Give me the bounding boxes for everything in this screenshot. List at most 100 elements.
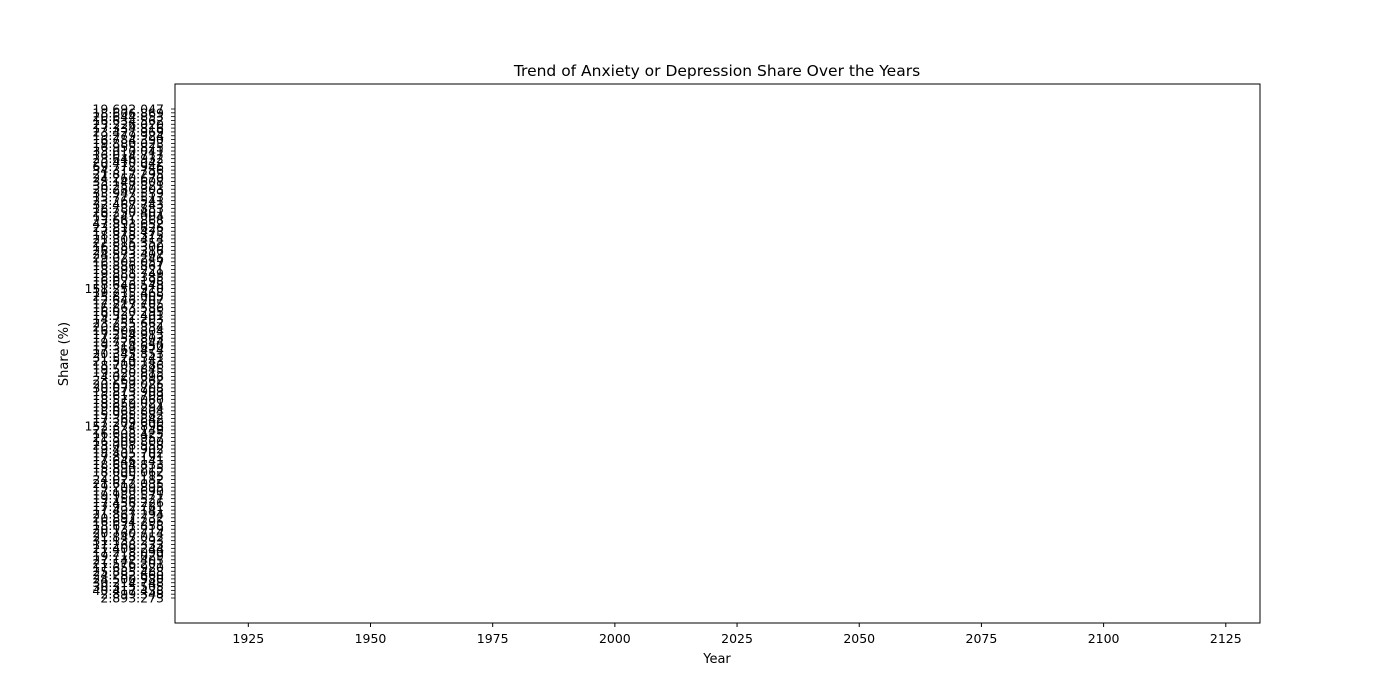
y-tick-label: 33.947.539 <box>92 186 164 201</box>
y-tick-label: 23.260.541 <box>92 193 164 208</box>
y-tick-label: 24.500.980 <box>92 571 164 586</box>
y-tick-label: 25.885.488 <box>92 564 164 579</box>
y-tick-label: 2.895.115 <box>100 468 164 483</box>
y-tick-label: 21.847.052 <box>92 529 164 544</box>
y-tick-label: 22.835.149 <box>92 422 164 437</box>
y-tick-label: 31.133.293 <box>92 533 164 548</box>
y-tick-label: 19.247.004 <box>92 208 164 223</box>
y-tick-label: 18.859.021 <box>92 396 164 411</box>
y-tick-label: 18.671.858 <box>92 518 164 533</box>
y-tick-label: 18.709.286 <box>92 357 164 372</box>
y-tick-label: 19.692.047 <box>92 102 164 117</box>
y-tick-label: 24.027.182 <box>92 472 164 487</box>
y-tick-label: 18.609.385 <box>92 270 164 285</box>
x-tick-label: 2125 <box>1210 631 1242 646</box>
y-tick-label: 17.258.803 <box>92 331 164 346</box>
y-axis: 19.692.04718.606.86920.644.85316.634.562… <box>84 102 175 606</box>
y-tick-label: 20.280.303 <box>92 182 164 197</box>
y-tick-label: 16.014.717 <box>92 147 164 162</box>
y-tick-label: 20.823.334 <box>92 319 164 334</box>
y-tick-label: 19.880.023 <box>92 136 164 151</box>
y-tick-label: 16.580.300 <box>92 239 164 254</box>
y-tick-label: 30.214.748 <box>92 575 164 590</box>
y-tick-label: 19.215.468 <box>92 285 164 300</box>
y-tick-label: 16.694.295 <box>92 514 164 529</box>
y-tick-label: 16.784.390 <box>92 132 164 147</box>
y-tick-label: 18.878.375 <box>92 228 164 243</box>
y-tick-label: 21.612.035 <box>92 476 164 491</box>
y-tick-label: 27.142.405 <box>92 552 164 567</box>
y-tick-label: 16.020.295 <box>92 304 164 319</box>
y-tick-label: 18.068.804 <box>92 403 164 418</box>
y-tick-label: 19.320.815 <box>92 365 164 380</box>
y-tick-label: 16.634.562 <box>92 113 164 128</box>
y-tick-label: 18.572.060 <box>92 392 164 407</box>
y-tick-label: 23.427.969 <box>92 124 164 139</box>
y-tick-label: 19.451.902 <box>92 442 164 457</box>
y-tick-label: 16.023.198 <box>92 273 164 288</box>
y-tick-label: 22.815.352 <box>92 235 164 250</box>
y-tick-label: 18.000.062 <box>92 464 164 479</box>
y-tick-label: 19.888.749 <box>92 266 164 281</box>
y-tick-label: 19.873.903 <box>92 384 164 399</box>
y-tick-label: 18.646.548 <box>92 277 164 292</box>
y-tick-label: 21.510.143 <box>92 354 164 369</box>
y-tick-label: 26.883.316 <box>92 243 164 258</box>
y-tick-label: 33.010.041 <box>92 144 164 159</box>
y-tick-label: 69.772.946 <box>92 159 164 174</box>
x-tick-label: 2100 <box>1088 631 1120 646</box>
y-axis-label: Share (%) <box>57 322 72 386</box>
y-tick-label: 23.255.662 <box>92 315 164 330</box>
y-tick-label: 16.505.057 <box>92 254 164 269</box>
y-tick-label: 20.659.025 <box>92 377 164 392</box>
y-tick-label: 20.644.853 <box>92 109 164 124</box>
y-tick-label: 20.760.714 <box>92 526 164 541</box>
y-tick-label: 16.863.586 <box>92 300 164 315</box>
y-tick-label: 23.646.932 <box>92 151 164 166</box>
y-tick-label: 17.365.842 <box>92 411 164 426</box>
y-tick-label: 30.078.708 <box>92 380 164 395</box>
y-tick-label: 152.374.896 <box>84 419 164 434</box>
y-tick-label: 19.988.571 <box>92 487 164 502</box>
y-tick-label: 17.497.141 <box>92 503 164 518</box>
y-tick-label: 23.661.868 <box>92 212 164 227</box>
y-tick-label: 17.659.920 <box>92 560 164 575</box>
y-tick-label: 23.269.262 <box>92 373 164 388</box>
chart-title: Trend of Anxiety or Depression Share Ove… <box>513 62 920 80</box>
y-tick-label: 20.410.042 <box>92 155 164 170</box>
x-tick-label: 1925 <box>232 631 264 646</box>
y-tick-label: 16.506.804 <box>92 323 164 338</box>
y-tick-label: 18.405.702 <box>92 445 164 460</box>
y-tick-label: 17.892.191 <box>92 449 164 464</box>
y-tick-label: 17.268.333 <box>92 537 164 552</box>
y-tick-label: 29.023.246 <box>92 250 164 265</box>
y-tick-label: 36.257.821 <box>92 178 164 193</box>
y-tick-label: 151.250.910 <box>84 281 164 296</box>
y-tick-label: 17.254.913 <box>92 327 164 342</box>
y-tick-label: 34.319.756 <box>92 163 164 178</box>
y-tick-label: 23.008.558 <box>92 438 164 453</box>
y-tick-label: 31.524.341 <box>92 350 164 365</box>
y-tick-label: 17.675.473 <box>92 224 164 239</box>
y-tick-label: 18.780.883 <box>92 201 164 216</box>
y-tick-label: 15.773.513 <box>92 189 164 204</box>
y-tick-label: 23.226.020 <box>92 117 164 132</box>
y-tick-label: 16.909.800 <box>92 434 164 449</box>
y-tick-label: 2.899.348 <box>100 587 164 602</box>
y-tick-label: 19.279.924 <box>92 128 164 143</box>
y-tick-label: 21.867.294 <box>92 506 164 521</box>
x-tick-label: 2025 <box>721 631 753 646</box>
y-tick-label: 16.608.425 <box>92 426 164 441</box>
y-tick-label: 19.726.844 <box>92 335 164 350</box>
y-tick-label: 17.217.705 <box>92 296 164 311</box>
y-tick-label: 47.893.652 <box>92 216 164 231</box>
y-tick-label: 21.409.244 <box>92 541 164 556</box>
y-tick-label: 14.751.203 <box>92 312 164 327</box>
y-tick-label: 21.302.414 <box>92 231 164 246</box>
y-tick-label: 21.576.201 <box>92 556 164 571</box>
y-tick-label: 18.891.221 <box>92 262 164 277</box>
y-tick-label: 24.282.660 <box>92 568 164 583</box>
y-tick-label: 12.646.207 <box>92 293 164 308</box>
y-tick-label: 19.659.294 <box>92 399 164 414</box>
